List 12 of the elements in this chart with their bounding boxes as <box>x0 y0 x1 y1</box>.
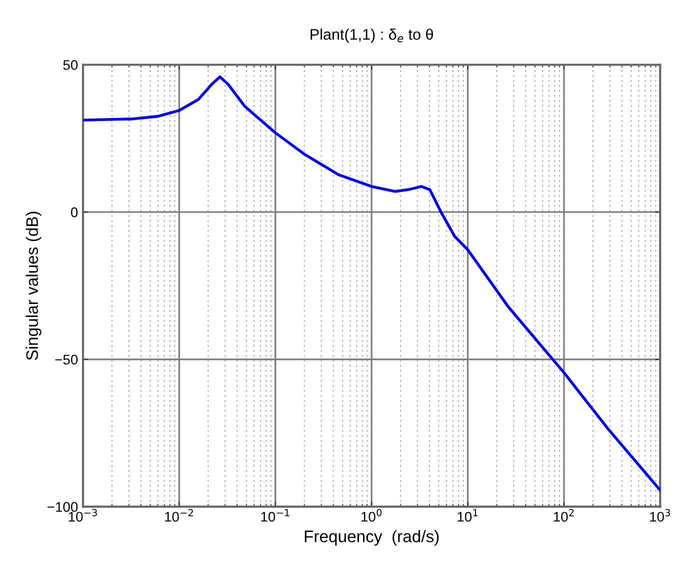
x-tick-label: 10$^{−2}$ <box>165 508 193 522</box>
y-axis-title: Singular values (dB) <box>26 212 42 360</box>
x-tick-label: 10$^{2}$ <box>554 508 574 522</box>
x-tick-label: 10$^{1}$ <box>458 509 478 522</box>
chart-title: Plant(1,1) : δ$_{e}$ to θ <box>310 28 433 43</box>
y-tick-label: −50 <box>55 354 78 365</box>
y-tick-label: 0 <box>70 207 78 218</box>
x-axis-title: Frequency (rad/s) <box>304 530 439 546</box>
x-tick-label: 10$^{3}$ <box>650 508 670 522</box>
y-tick-label: 50 <box>63 60 78 70</box>
x-tick-label: 10$^{−1}$ <box>261 509 290 522</box>
x-tick-label: 10$^{0}$ <box>362 508 382 522</box>
